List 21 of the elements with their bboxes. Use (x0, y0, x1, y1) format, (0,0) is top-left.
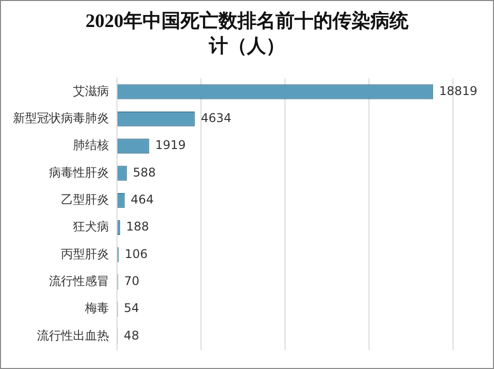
y-tick-label: 狂犬病 (73, 220, 109, 234)
data-label: 4634 (200, 111, 232, 126)
data-label: 188 (126, 220, 150, 234)
y-tick-label: 新型冠状病毒肺炎 (13, 111, 109, 126)
data-label: 588 (132, 165, 156, 180)
y-tick-label: 梅毒 (84, 301, 109, 316)
chart-title: 2020年中国死亡数排名前十的传染病统计（人） (84, 10, 410, 59)
y-tick-label: 肺结核 (73, 138, 109, 152)
y-tick-label: 流行性出血热 (37, 328, 109, 342)
y-tick-label: 乙型肝炎 (61, 192, 109, 207)
y-tick-label: 艾滋病 (73, 84, 109, 98)
data-label: 1919 (155, 138, 186, 152)
y-tick-label: 流行性感冒 (49, 274, 109, 288)
data-label: 54 (124, 301, 140, 316)
data-label: 464 (130, 192, 154, 207)
y-tick-label: 丙型肝炎 (61, 246, 109, 261)
data-label: 18819 (439, 84, 478, 98)
data-label: 48 (124, 328, 140, 342)
data-label: 70 (124, 274, 140, 288)
y-tick-label: 病毒性肝炎 (49, 165, 109, 180)
data-label: 106 (124, 246, 148, 261)
